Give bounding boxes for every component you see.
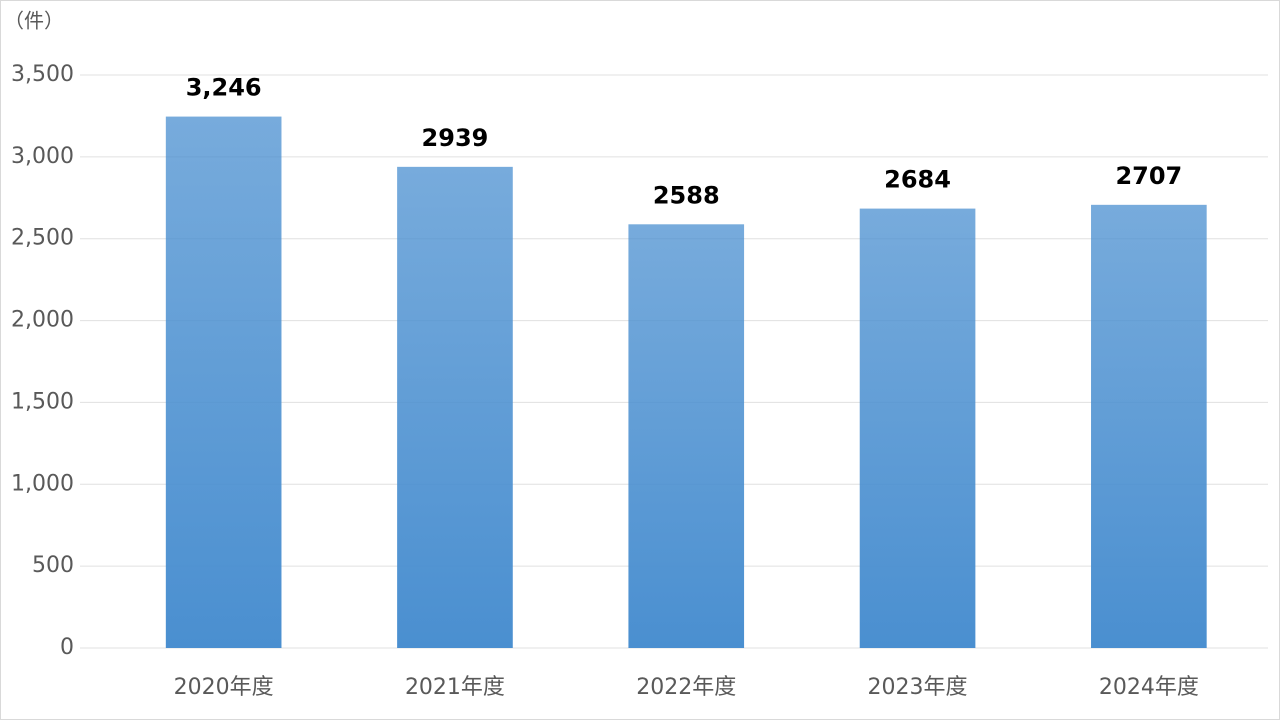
data-label: 2939 bbox=[422, 124, 489, 152]
bar bbox=[628, 224, 745, 648]
y-tick-label: 1,500 bbox=[11, 389, 74, 414]
y-tick-label: 3,500 bbox=[11, 62, 74, 87]
data-label: 3,246 bbox=[186, 74, 262, 102]
data-label: 2684 bbox=[884, 166, 951, 194]
data-label: 2707 bbox=[1115, 162, 1182, 190]
y-axis-label: （件） bbox=[4, 9, 64, 33]
x-tick-label: 2022年度 bbox=[636, 675, 736, 700]
x-tick-label: 2021年度 bbox=[405, 675, 505, 700]
bar bbox=[165, 116, 282, 648]
bar bbox=[397, 166, 513, 648]
y-tick-label: 3,000 bbox=[11, 144, 74, 169]
x-tick-label: 2020年度 bbox=[174, 675, 274, 700]
y-tick-label: 1,000 bbox=[11, 471, 74, 496]
x-tick-label: 2024年度 bbox=[1099, 675, 1199, 700]
x-tick-label: 2023年度 bbox=[868, 675, 968, 700]
bar bbox=[1091, 204, 1207, 648]
bar bbox=[859, 208, 976, 648]
data-label: 2588 bbox=[653, 181, 720, 209]
y-tick-label: 2,500 bbox=[11, 226, 74, 251]
y-tick-label: 0 bbox=[60, 635, 74, 660]
y-tick-label: 500 bbox=[32, 553, 74, 578]
y-tick-label: 2,000 bbox=[11, 308, 74, 333]
